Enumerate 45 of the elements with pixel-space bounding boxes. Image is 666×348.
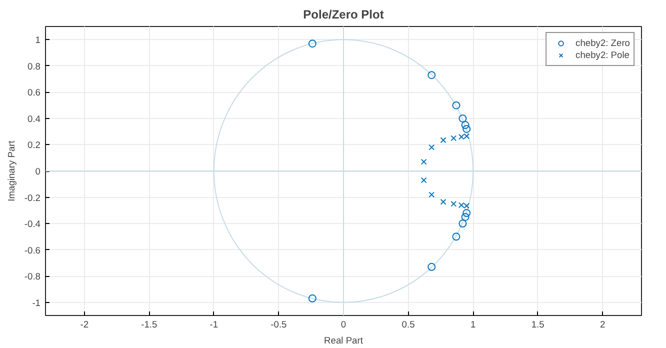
point bbox=[308, 40, 316, 48]
point bbox=[428, 262, 436, 271]
point bbox=[458, 220, 467, 228]
x-tick-label: 0.5 bbox=[402, 320, 415, 330]
y-tick-label: 0 bbox=[35, 166, 41, 176]
y-tick-label: -0.8 bbox=[24, 272, 41, 282]
point bbox=[440, 137, 446, 144]
point bbox=[308, 294, 316, 302]
x-tick-label: 1 bbox=[470, 320, 476, 330]
x-tick-label: -0.5 bbox=[270, 320, 287, 330]
legend-label: cheby2: Pole bbox=[576, 49, 630, 61]
point bbox=[428, 144, 435, 150]
point bbox=[462, 209, 471, 218]
y-tick-label: 0.2 bbox=[28, 140, 40, 150]
y-tick-label: -0.2 bbox=[24, 192, 41, 203]
x-tick-label: 0 bbox=[340, 320, 346, 330]
y-tick-label: 0.6 bbox=[28, 88, 40, 98]
y-tick-label: -0.6 bbox=[24, 245, 41, 256]
x-axis-title: Real Part bbox=[324, 336, 364, 346]
y-tick-label: 0.4 bbox=[28, 114, 40, 124]
y-tick-label: 1 bbox=[35, 35, 41, 46]
x-tick-label: -1.5 bbox=[141, 320, 158, 330]
point bbox=[458, 114, 467, 122]
x-tick-label: -2 bbox=[80, 320, 89, 330]
point bbox=[452, 101, 460, 110]
point bbox=[428, 71, 436, 80]
chart-title: Pole/Zero Plot bbox=[303, 8, 384, 22]
point bbox=[420, 177, 427, 184]
y-tick-label: 0.8 bbox=[28, 61, 40, 72]
point bbox=[450, 135, 457, 142]
y-tick-label: -0.4 bbox=[24, 219, 41, 230]
point bbox=[461, 121, 470, 130]
point bbox=[428, 192, 435, 198]
legend-label: cheby2: Zero bbox=[576, 37, 630, 49]
point bbox=[450, 200, 457, 207]
point bbox=[440, 198, 446, 205]
point bbox=[452, 232, 460, 241]
x-tick-label: -1 bbox=[210, 320, 218, 330]
y-tick-label: -1 bbox=[32, 298, 41, 308]
y-axis-title: Imaginary Part bbox=[6, 140, 16, 202]
x-tick-label: 1.5 bbox=[531, 320, 544, 330]
x-tick-label: 2 bbox=[600, 320, 606, 330]
point bbox=[420, 158, 427, 165]
point bbox=[462, 124, 471, 133]
point bbox=[461, 212, 470, 221]
